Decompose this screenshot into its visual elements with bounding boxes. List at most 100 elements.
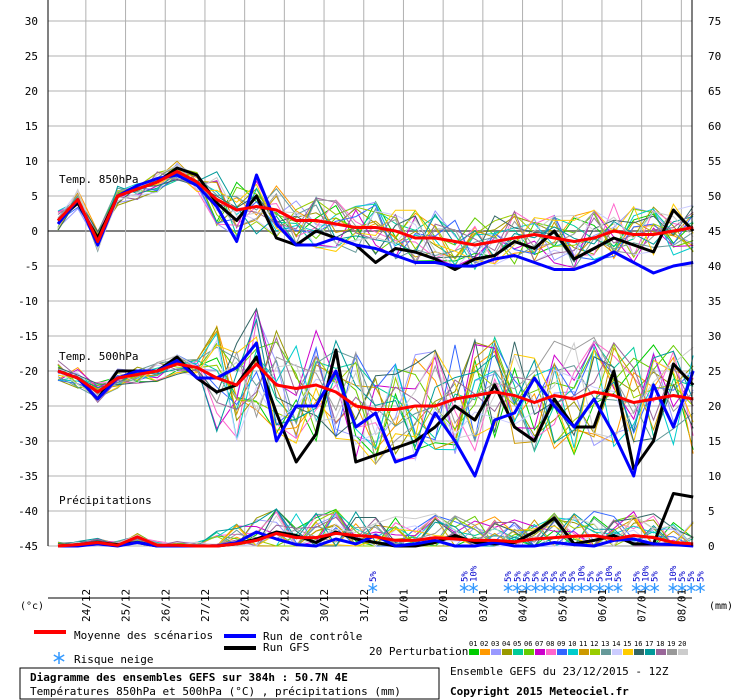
left-tick-label: -45 xyxy=(18,540,38,553)
snow-risk-label: 5% xyxy=(513,571,523,582)
pert-swatch xyxy=(513,649,523,655)
date-label: 27/12 xyxy=(199,589,212,622)
legend: Moyenne des scénarios Run de contrôle Ru… xyxy=(34,629,688,666)
right-tick-label: 0 xyxy=(708,540,715,553)
date-label: 25/12 xyxy=(120,589,133,622)
snow-risk-label: 5% xyxy=(687,571,697,582)
series-line xyxy=(57,362,694,411)
snow-risk-label: 10% xyxy=(577,565,587,582)
chart-grid xyxy=(48,0,692,547)
snowflake-icon xyxy=(649,583,660,593)
snow-risk-label: 5% xyxy=(522,571,532,582)
pert-swatch xyxy=(579,649,589,655)
right-tick-label: 5 xyxy=(708,505,715,518)
right-tick-label: 10 xyxy=(708,470,721,483)
pert-swatch xyxy=(524,649,534,655)
right-tick-label: 35 xyxy=(708,295,721,308)
perturbation-line xyxy=(57,341,694,440)
left-tick-label: 20 xyxy=(25,85,38,98)
snow-risk-label: 5% xyxy=(550,571,560,582)
pert-swatch xyxy=(678,649,688,655)
snowflake-icon xyxy=(540,583,550,593)
pert-number: 19 xyxy=(667,640,675,648)
pert-swatch xyxy=(469,649,479,655)
snowflake-icon xyxy=(595,583,605,593)
date-label: 07/01 xyxy=(636,589,649,622)
pert-swatch xyxy=(656,649,666,655)
pert-swatch xyxy=(535,649,545,655)
snow-risk-label: 10% xyxy=(605,565,615,582)
snow-risk-label: 5% xyxy=(504,571,514,582)
pert-number: 11 xyxy=(579,640,587,648)
snowflake-icon xyxy=(459,583,469,593)
left-tick-label: -25 xyxy=(18,400,38,413)
date-label: 08/01 xyxy=(675,589,688,622)
snowflake-icon xyxy=(613,583,623,593)
snowflake-icon xyxy=(631,583,641,593)
snowflake-icon xyxy=(512,583,522,593)
left-tick-label: -20 xyxy=(18,365,38,378)
snowflake-icon xyxy=(558,583,568,593)
date-label: 02/01 xyxy=(437,589,450,622)
left-tick-label: -10 xyxy=(18,295,38,308)
footer-subtitle: Températures 850hPa et 500hPa (°C) , pré… xyxy=(30,685,401,698)
snow-risk-label: 5% xyxy=(614,571,624,582)
left-unit-label: (°c) xyxy=(20,601,44,612)
snowflake-icon xyxy=(468,583,479,593)
snowflake-icon xyxy=(695,583,705,593)
left-tick-label: -15 xyxy=(18,330,38,343)
pert-swatch xyxy=(667,649,677,655)
date-label: 28/12 xyxy=(239,589,252,622)
perturbation-line xyxy=(57,307,694,443)
snowflake-icon xyxy=(585,583,596,593)
pert-number: 01 xyxy=(469,640,477,648)
perturbation-line xyxy=(57,174,694,266)
pert-number: 15 xyxy=(623,640,631,648)
snow-risk-label: 5% xyxy=(541,571,551,582)
date-label: 06/01 xyxy=(596,589,609,622)
pert-swatch xyxy=(612,649,622,655)
left-tick-label: -40 xyxy=(18,505,38,518)
snow-risk-label: 5% xyxy=(568,571,578,582)
snowflake-icon xyxy=(503,583,513,593)
snow-risk-label: 10% xyxy=(469,565,479,582)
right-tick-label: 30 xyxy=(708,330,721,343)
right-tick-label: 75 xyxy=(708,15,721,28)
label-precipitations: Précipitations xyxy=(59,494,152,507)
pert-number: 06 xyxy=(524,640,532,648)
pert-swatch xyxy=(590,649,600,655)
perturbation-line xyxy=(57,344,694,457)
date-label: 05/01 xyxy=(556,589,569,622)
snow-risk-label: 5% xyxy=(678,571,688,582)
snow-risk-label: 10% xyxy=(641,565,651,582)
snow-risk-label: 5% xyxy=(532,571,542,582)
snowflake-icon xyxy=(531,583,541,593)
pert-swatch xyxy=(491,649,501,655)
right-unit-label: (mm) xyxy=(709,601,733,612)
perturbation-line xyxy=(57,317,694,448)
snowflake-icon xyxy=(521,583,532,593)
right-tick-label: 50 xyxy=(708,190,721,203)
pert-number: 04 xyxy=(502,640,510,648)
pert-number: 17 xyxy=(645,640,653,648)
perturbation-line xyxy=(57,321,694,460)
legend-mean-label: Moyenne des scénarios xyxy=(74,629,213,642)
left-tick-label: 0 xyxy=(31,225,38,238)
pert-number: 09 xyxy=(557,640,565,648)
pert-number: 10 xyxy=(568,640,576,648)
pert-number: 07 xyxy=(535,640,543,648)
left-tick-label: -30 xyxy=(18,435,38,448)
right-tick-label: 60 xyxy=(708,120,721,133)
pert-swatch xyxy=(568,649,578,655)
snowflake-icon xyxy=(604,583,614,593)
right-tick-label: 45 xyxy=(708,225,721,238)
pert-swatch xyxy=(634,649,644,655)
legend-control-label: Run de contrôle xyxy=(263,630,362,643)
left-tick-label: 10 xyxy=(25,155,38,168)
snowflake-icon xyxy=(677,583,687,593)
date-label: 30/12 xyxy=(318,589,331,622)
left-tick-label: 15 xyxy=(25,120,38,133)
date-label: 31/12 xyxy=(358,589,371,622)
perturbation-line xyxy=(57,520,694,547)
